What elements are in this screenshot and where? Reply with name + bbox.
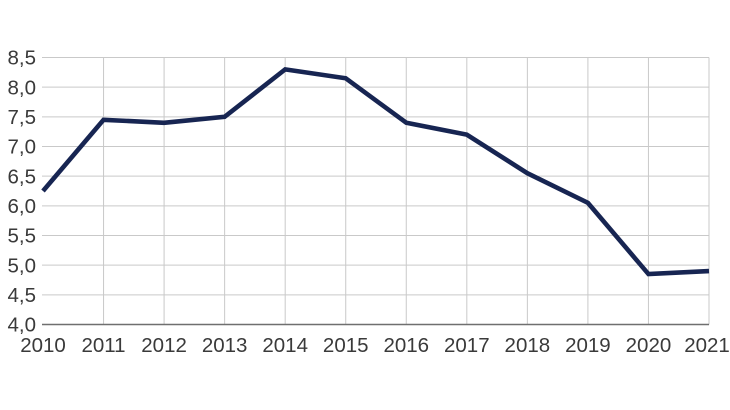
x-tick-label: 2012 — [141, 334, 187, 357]
x-tick-label: 2013 — [202, 334, 248, 357]
y-tick-label: 4,5 — [8, 284, 37, 307]
y-tick-label: 8,5 — [8, 47, 37, 70]
y-tick-label: 8,0 — [8, 76, 37, 99]
x-tick-label: 2021 — [684, 334, 730, 357]
x-tick-label: 2020 — [626, 334, 672, 357]
x-tick-label: 2016 — [383, 334, 429, 357]
data-series-line — [41, 66, 710, 277]
x-tick-label: 2018 — [505, 334, 551, 357]
y-tick-label: 5,5 — [8, 225, 37, 248]
y-tick-label: 6,0 — [8, 195, 37, 218]
x-tick-label: 2015 — [323, 334, 369, 357]
y-tick-label: 7,5 — [8, 106, 37, 129]
y-tick-label: 5,0 — [8, 254, 37, 277]
x-tick-label: 2011 — [81, 334, 125, 357]
y-tick-label: 4,0 — [8, 314, 37, 337]
x-tick-label: 2019 — [565, 334, 611, 357]
x-tick-label: 2014 — [262, 334, 308, 357]
x-tick-label: 2017 — [444, 334, 490, 357]
y-tick-label: 6,5 — [8, 165, 37, 188]
x-tick-label: 2010 — [20, 334, 66, 357]
y-tick-label: 7,0 — [8, 136, 37, 159]
